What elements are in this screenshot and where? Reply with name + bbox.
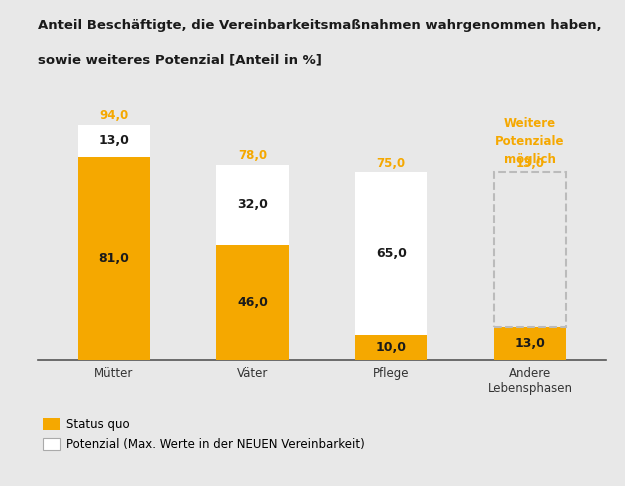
Text: 81,0: 81,0 <box>98 252 129 265</box>
Text: Weitere
Potenziale
möglich: Weitere Potenziale möglich <box>495 117 565 166</box>
Text: 78,0: 78,0 <box>238 149 267 162</box>
Bar <box>78 125 150 157</box>
Bar <box>216 165 289 244</box>
Bar <box>216 244 289 360</box>
Text: 13,0: 13,0 <box>514 337 546 350</box>
Bar <box>355 335 428 360</box>
Bar <box>494 172 566 327</box>
Legend: Status quo, Potenzial (Max. Werte in der NEUEN Vereinbarkeit): Status quo, Potenzial (Max. Werte in der… <box>43 418 364 451</box>
Bar <box>355 172 428 335</box>
Bar <box>494 327 566 360</box>
Text: 13,0: 13,0 <box>516 156 544 170</box>
Text: sowie weiteres Potenzial [Anteil in %]: sowie weiteres Potenzial [Anteil in %] <box>38 53 321 67</box>
Text: Anteil Beschäftigte, die Vereinbarkeitsmaßnahmen wahrgenommen haben,: Anteil Beschäftigte, die Vereinbarkeitsm… <box>38 19 601 33</box>
Bar <box>78 157 150 360</box>
Text: 94,0: 94,0 <box>99 109 128 122</box>
Text: 46,0: 46,0 <box>237 295 268 309</box>
Text: 65,0: 65,0 <box>376 247 407 260</box>
Text: 75,0: 75,0 <box>377 156 406 170</box>
Text: 10,0: 10,0 <box>376 341 407 354</box>
Text: 32,0: 32,0 <box>237 198 268 211</box>
Text: 13,0: 13,0 <box>98 135 129 147</box>
